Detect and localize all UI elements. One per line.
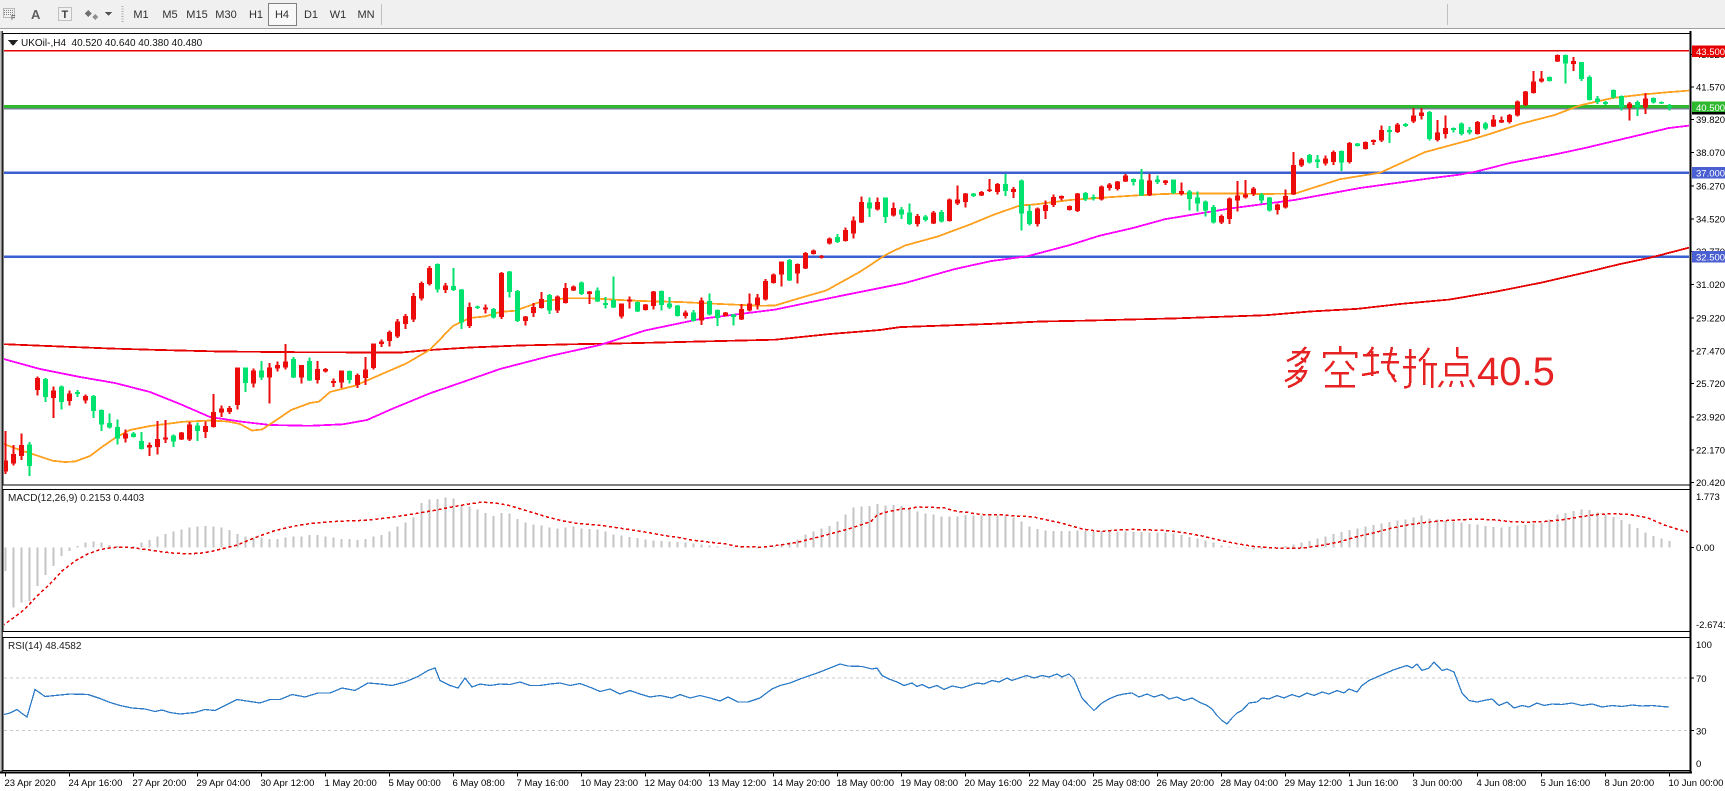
svg-text:29 May 12:00: 29 May 12:00 xyxy=(1285,778,1343,789)
svg-text:4 Jun 08:00: 4 Jun 08:00 xyxy=(1477,778,1527,789)
svg-text:D1: D1 xyxy=(304,9,318,21)
svg-text:10 Jun 00:00: 10 Jun 00:00 xyxy=(1669,778,1724,789)
svg-text:22.170: 22.170 xyxy=(1696,446,1725,457)
svg-text:3 Jun 00:00: 3 Jun 00:00 xyxy=(1413,778,1463,789)
svg-text:T: T xyxy=(62,9,69,21)
svg-text:13 May 12:00: 13 May 12:00 xyxy=(709,778,767,789)
svg-text:1 Jun 16:00: 1 Jun 16:00 xyxy=(1349,778,1399,789)
svg-text:10 May 23:00: 10 May 23:00 xyxy=(581,778,639,789)
svg-text:8 Jun 20:00: 8 Jun 20:00 xyxy=(1605,778,1655,789)
svg-text:30: 30 xyxy=(1696,727,1707,738)
svg-text:37.000: 37.000 xyxy=(1696,169,1725,180)
svg-text:31.020: 31.020 xyxy=(1696,280,1725,291)
svg-text:M30: M30 xyxy=(215,9,236,21)
svg-text:22 May 04:00: 22 May 04:00 xyxy=(1029,778,1087,789)
svg-text:28 May 04:00: 28 May 04:00 xyxy=(1221,778,1279,789)
svg-text:RSI(14) 48.4582: RSI(14) 48.4582 xyxy=(8,641,82,652)
svg-text:MACD(12,26,9) 0.2153 0.4403: MACD(12,26,9) 0.2153 0.4403 xyxy=(8,493,145,504)
svg-text:M1: M1 xyxy=(133,9,148,21)
svg-text:29 Apr 04:00: 29 Apr 04:00 xyxy=(197,778,251,789)
svg-text:36.270: 36.270 xyxy=(1696,182,1725,193)
svg-text:1.773: 1.773 xyxy=(1696,492,1720,503)
svg-text:F: F xyxy=(11,15,15,22)
svg-text:W1: W1 xyxy=(330,9,347,21)
svg-text:5 May 00:00: 5 May 00:00 xyxy=(389,778,441,789)
svg-text:12 May 04:00: 12 May 04:00 xyxy=(645,778,703,789)
svg-text:UKOil-,H4 40.520 40.640 40.38: UKOil-,H4 40.520 40.640 40.380 40.480 xyxy=(21,38,203,49)
svg-text:30 Apr 12:00: 30 Apr 12:00 xyxy=(261,778,315,789)
svg-text:14 May 20:00: 14 May 20:00 xyxy=(773,778,831,789)
svg-text:18 May 00:00: 18 May 00:00 xyxy=(837,778,895,789)
svg-text:A: A xyxy=(31,7,41,22)
svg-text:5 Jun 16:00: 5 Jun 16:00 xyxy=(1541,778,1591,789)
svg-text:43.500: 43.500 xyxy=(1696,47,1725,58)
svg-text:32.500: 32.500 xyxy=(1696,253,1725,264)
svg-text:29.220: 29.220 xyxy=(1696,314,1725,325)
svg-text:23.920: 23.920 xyxy=(1696,413,1725,424)
svg-text:25 May 08:00: 25 May 08:00 xyxy=(1093,778,1151,789)
svg-text:H1: H1 xyxy=(249,9,263,21)
svg-text:26 May 20:00: 26 May 20:00 xyxy=(1157,778,1215,789)
svg-text:27.470: 27.470 xyxy=(1696,346,1725,357)
svg-text:H4: H4 xyxy=(275,9,289,21)
svg-text:41.570: 41.570 xyxy=(1696,83,1725,94)
svg-text:19 May 08:00: 19 May 08:00 xyxy=(901,778,959,789)
svg-text:39.820: 39.820 xyxy=(1696,115,1725,126)
svg-text:M15: M15 xyxy=(186,9,207,21)
svg-text:40.500: 40.500 xyxy=(1696,103,1725,114)
svg-text:23 Apr 2020: 23 Apr 2020 xyxy=(5,778,56,789)
svg-text:7 May 16:00: 7 May 16:00 xyxy=(517,778,569,789)
svg-text:27 Apr 20:00: 27 Apr 20:00 xyxy=(133,778,187,789)
svg-text:0: 0 xyxy=(1696,759,1701,770)
svg-text:MN: MN xyxy=(357,9,374,21)
svg-text:34.520: 34.520 xyxy=(1696,214,1725,225)
svg-text:70: 70 xyxy=(1696,674,1707,685)
svg-text:0.00: 0.00 xyxy=(1696,543,1715,554)
svg-text:20 May 16:00: 20 May 16:00 xyxy=(965,778,1023,789)
svg-text:1 May 20:00: 1 May 20:00 xyxy=(325,778,377,789)
svg-text:M5: M5 xyxy=(162,9,177,21)
svg-text:40.5: 40.5 xyxy=(1477,350,1555,394)
svg-text:20.420: 20.420 xyxy=(1696,478,1725,489)
svg-text:100: 100 xyxy=(1696,640,1712,651)
svg-text:25.720: 25.720 xyxy=(1696,379,1725,390)
svg-text:24 Apr 16:00: 24 Apr 16:00 xyxy=(69,778,123,789)
svg-text:38.070: 38.070 xyxy=(1696,148,1725,159)
svg-text:6 May 08:00: 6 May 08:00 xyxy=(453,778,505,789)
